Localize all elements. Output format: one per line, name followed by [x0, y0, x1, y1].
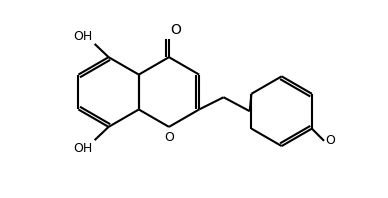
Text: O: O	[171, 23, 182, 37]
Text: OH: OH	[74, 142, 93, 154]
Text: OH: OH	[74, 30, 93, 43]
Text: O: O	[165, 131, 175, 144]
Text: O: O	[326, 134, 335, 147]
